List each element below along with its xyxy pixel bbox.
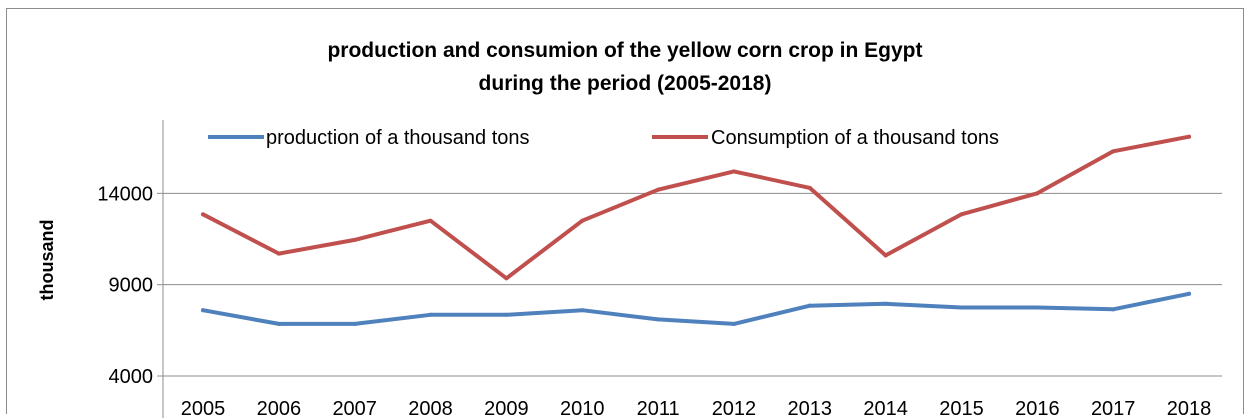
data-point-production-2008 — [428, 312, 433, 317]
y-axis-label: thousand — [37, 220, 57, 301]
x-tick-label-2015: 2015 — [939, 398, 984, 418]
data-point-production-2011 — [656, 317, 661, 322]
x-tick-label-2012: 2012 — [712, 398, 757, 418]
data-point-consumption-2015 — [959, 212, 964, 217]
data-point-consumption-2012 — [731, 169, 736, 174]
x-tick-label-2017: 2017 — [1091, 398, 1136, 418]
x-tick-label-2013: 2013 — [788, 398, 833, 418]
data-point-production-2010 — [580, 308, 585, 313]
chart-frame — [6, 8, 1244, 414]
x-tick-label-2005: 2005 — [181, 398, 226, 418]
data-point-production-2018 — [1187, 291, 1192, 296]
legend-label-consumption: Consumption of a thousand tons — [711, 127, 999, 149]
data-point-consumption-2009 — [504, 276, 509, 281]
x-tick-label-2006: 2006 — [257, 398, 302, 418]
series-line-production — [201, 291, 1191, 326]
data-point-consumption-2018 — [1187, 134, 1192, 139]
data-point-consumption-2008 — [428, 218, 433, 223]
x-tick-label-2009: 2009 — [484, 398, 529, 418]
data-point-production-2016 — [1035, 305, 1040, 310]
y-tick-label-14000: 14000 — [97, 183, 153, 205]
gridlines — [163, 192, 1222, 286]
data-point-consumption-2014 — [883, 253, 888, 258]
y-axis-ticks: 4000 9000 14000 — [97, 183, 163, 388]
legend: production of a thousand tons Consumptio… — [208, 127, 999, 149]
data-point-consumption-2011 — [656, 187, 661, 192]
data-point-production-2012 — [731, 321, 736, 326]
x-tick-label-2011: 2011 — [637, 398, 680, 418]
y-tick-label-4000: 4000 — [109, 366, 154, 388]
chart-title-line-2: during the period (2005-2018) — [479, 72, 772, 95]
data-point-consumption-2006 — [276, 251, 281, 256]
series-lines — [201, 134, 1192, 326]
data-point-production-2013 — [807, 303, 812, 308]
data-point-consumption-2017 — [1111, 149, 1116, 154]
data-point-consumption-2013 — [807, 185, 812, 190]
series-line-consumption — [201, 134, 1191, 281]
x-tick-label-2018: 2018 — [1167, 398, 1212, 418]
x-tick-label-2007: 2007 — [332, 398, 377, 418]
x-axis-ticks: 2005 2006 2007 2008 2009 2010 2011 2012 2013 2014… — [181, 398, 1212, 418]
x-tick-label-2016: 2016 — [1015, 398, 1060, 418]
data-point-production-2005 — [201, 308, 205, 313]
data-point-consumption-2005 — [201, 212, 205, 217]
data-point-production-2014 — [883, 301, 888, 306]
x-tick-label-2008: 2008 — [408, 398, 453, 418]
y-tick-label-9000: 9000 — [109, 275, 154, 297]
plot-area — [162, 120, 1222, 418]
legend-label-production: production of a thousand tons — [266, 127, 530, 149]
data-point-production-2007 — [352, 321, 357, 326]
data-point-consumption-2016 — [1035, 191, 1040, 196]
data-point-production-2015 — [959, 305, 964, 310]
data-point-production-2017 — [1111, 307, 1116, 312]
data-point-consumption-2010 — [580, 218, 585, 223]
data-point-consumption-2007 — [352, 237, 357, 242]
x-tick-label-2010: 2010 — [560, 398, 605, 418]
data-point-production-2006 — [276, 321, 281, 326]
data-point-production-2009 — [504, 312, 509, 317]
x-tick-label-2014: 2014 — [863, 398, 908, 418]
chart-title-line-1: production and consumion of the yellow c… — [327, 39, 922, 62]
